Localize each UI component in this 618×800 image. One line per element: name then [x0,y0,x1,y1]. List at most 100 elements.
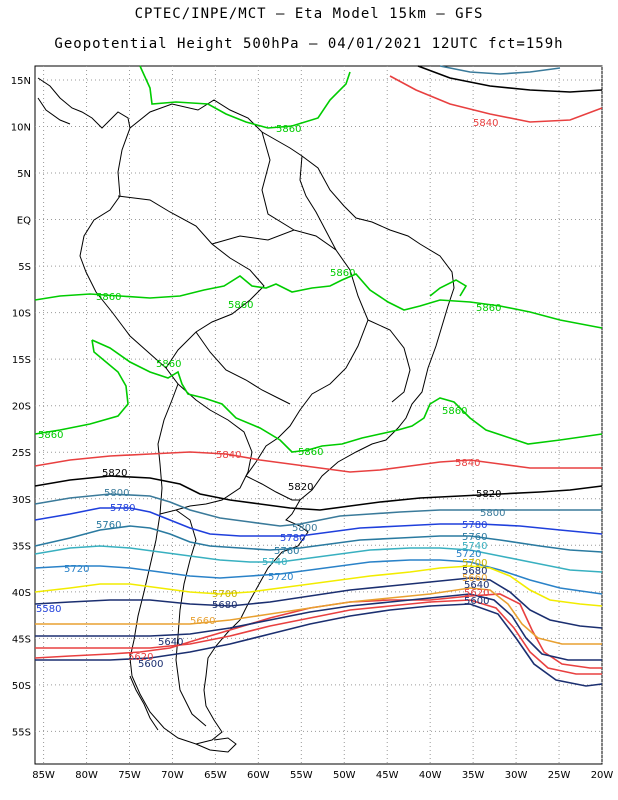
lon-tick-label: 65W [204,770,227,781]
lon-tick-label: 75W [118,770,141,781]
lon-tick-label: 30W [505,770,528,781]
contour-label: 5720 [64,564,89,575]
contour-5840-north [389,75,603,123]
contour-5860-mid [34,273,603,329]
contour-label: 5640 [158,637,183,648]
contour-label: 5640 [464,580,489,591]
contour-label: 5700 [212,589,237,600]
contour-label: 5860 [38,430,63,441]
contour-5840-south [34,593,602,669]
coastline [37,77,455,753]
lon-tick-label: 80W [75,770,98,781]
contour-lines [34,65,603,687]
contour-5620 [35,599,602,675]
lon-tick-label: 35W [462,770,485,781]
lat-tick-label: 15S [12,355,31,366]
contour-5660 [35,587,602,645]
contour-label: 5760 [274,546,299,557]
contour-5600 [35,603,603,687]
contour-label: 5700 [462,558,487,569]
contour-5800-mid [34,493,602,527]
contour-label: 5720 [268,572,293,583]
contour-label: 5860 [298,447,323,458]
contour-label: 5680 [212,600,237,611]
contour-5860-west [34,339,129,435]
lon-tick-label: 25W [548,770,571,781]
lat-tick-label: 25S [12,448,31,459]
contour-5840-mid [34,451,602,473]
lat-tick-label: 15N [11,76,31,87]
contour-label: 5800 [104,488,129,499]
contour-label: 5660 [462,573,487,584]
latitude-labels: 15N 10N 5N EQ 5S 10S 15S 20S 25S 30S 35S 40S 45S 50S 5… [11,76,31,738]
lon-tick-label: 45W [376,770,399,781]
contour-label: 5740 [462,541,487,552]
contour-label: 5800 [480,508,505,519]
contour-label: 5820 [102,468,127,479]
lat-tick-label: EQ [17,216,31,227]
contour-label: 5820 [288,482,313,493]
lat-tick-label: 55S [12,727,31,738]
contour-label: 5660 [190,616,215,627]
contour-label: 5720 [456,549,481,560]
lat-tick-label: 20S [12,402,31,413]
contour-5680 [34,577,603,629]
contour-label: 5860 [156,359,181,370]
lat-tick-label: 50S [12,681,31,692]
lon-tick-label: 70W [161,770,184,781]
contour-5820-mid [34,475,603,511]
contour-label: 5840 [455,458,480,469]
lat-tick-label: 45S [12,634,31,645]
contour-label: 5600 [464,596,489,607]
contour-label: 5860 [276,124,301,135]
contour-5720 [34,559,603,595]
contour-label: 5600 [138,659,163,670]
contour-label: 5860 [96,292,121,303]
longitude-labels: 85W 80W 75W 70W 65W 60W 55W 50W 45W 40W 35W 30W 25W 2… [32,770,613,781]
contour-label: 5740 [262,557,287,568]
contour-label: 5860 [330,268,355,279]
lon-tick-label: 40W [419,770,442,781]
lat-tick-label: 5S [18,262,31,273]
contour-5820-north [417,65,603,93]
contour-5860-north [139,65,351,129]
contour-label: 5860 [228,300,253,311]
contour-label: 5580 [36,604,61,615]
map-subtitle: Geopotential Height 500hPa – 04/01/2021 … [54,36,564,52]
contour-labels: 5860 5860 5860 5860 5860 5860 5860 5860 … [36,118,505,670]
contour-5740 [34,545,603,573]
contour-5860-south [91,339,603,453]
contour-5860-east-small [429,279,468,297]
contour-label: 5860 [476,303,501,314]
contour-label: 5800 [292,523,317,534]
lat-tick-label: 35S [12,541,31,552]
contour-label: 5680 [462,566,487,577]
contour-label: 5780 [280,533,305,544]
lon-tick-label: 55W [290,770,313,781]
contour-label: 5840 [473,118,498,129]
contour-5760 [34,525,603,553]
contour-label: 5860 [442,406,467,417]
lon-tick-label: 20W [591,770,614,781]
lon-tick-label: 85W [32,770,55,781]
contour-5800-north [439,65,561,75]
lat-tick-label: 40S [12,588,31,599]
contour-label: 5760 [96,520,121,531]
lon-tick-label: 60W [247,770,270,781]
lat-tick-label: 30S [12,495,31,506]
contour-5780 [34,507,603,537]
lat-tick-label: 5N [17,169,31,180]
contour-label: 5820 [476,489,501,500]
contour-label: 5780 [110,503,135,514]
contour-label: 5780 [462,520,487,531]
contour-label: 5760 [462,532,487,543]
contour-5700 [34,565,603,607]
lat-tick-label: 10N [11,122,31,133]
contour-label: 5620 [464,588,489,599]
contour-label: 5840 [216,450,241,461]
lat-tick-label: 10S [12,309,31,320]
lon-tick-label: 50W [333,770,356,781]
contour-5640 [35,593,602,661]
map-title: CPTEC/INPE/MCT – Eta Model 15km – GFS [134,6,484,22]
